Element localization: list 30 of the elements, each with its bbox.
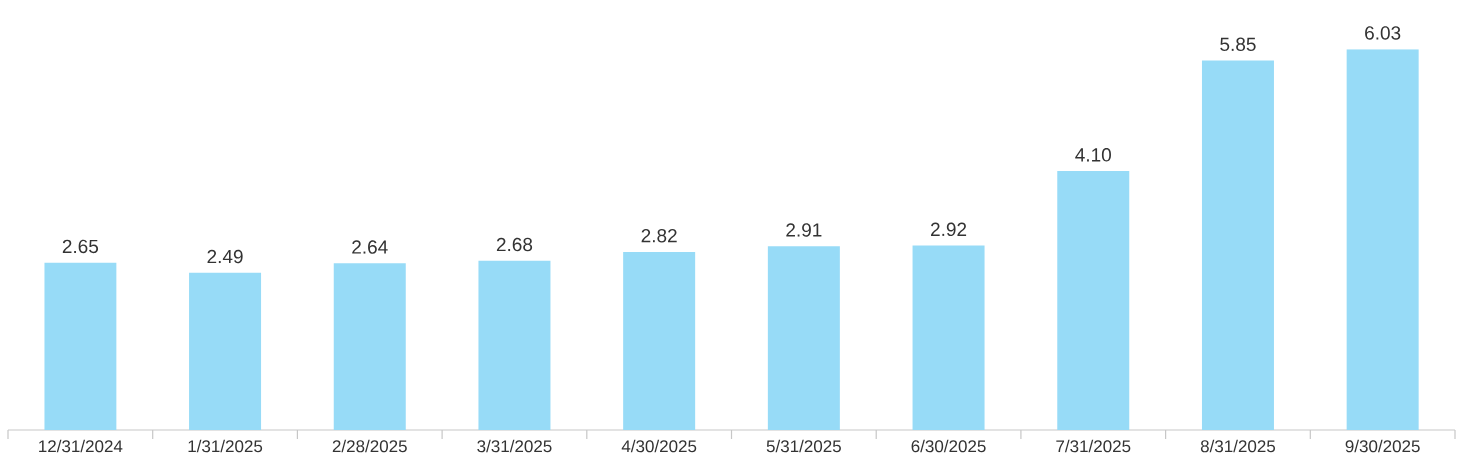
x-tick-label: 12/31/2024 <box>39 439 123 453</box>
bar <box>1201 60 1274 430</box>
x-tick-label: 1/31/2025 <box>188 439 263 453</box>
x-tick-label: 4/30/2025 <box>621 439 697 453</box>
x-tick-label: 8/31/2025 <box>1200 439 1276 453</box>
bar <box>1346 49 1419 430</box>
x-tick-label: 6/30/2025 <box>911 439 986 453</box>
x-tick-label: 9/30/2025 <box>1345 439 1420 453</box>
data-label: 2.49 <box>207 249 243 264</box>
data-label: 2.82 <box>641 228 677 243</box>
data-label: 2.65 <box>62 239 99 254</box>
bar <box>44 262 117 430</box>
x-tick-label: 5/31/2025 <box>766 439 841 453</box>
bar <box>1057 171 1130 430</box>
data-label: 2.91 <box>786 223 822 237</box>
data-label: 4.10 <box>1075 148 1111 162</box>
data-label: 2.64 <box>352 240 388 254</box>
data-label: 5.85 <box>1220 37 1256 52</box>
x-tick-label: 7/31/2025 <box>1056 439 1131 453</box>
x-tick-label: 2/28/2025 <box>332 439 407 453</box>
bar <box>478 260 551 430</box>
data-label: 6.03 <box>1365 26 1401 40</box>
x-tick-label: 3/31/2025 <box>477 439 552 453</box>
bar <box>189 272 262 430</box>
bar <box>767 246 840 430</box>
bar <box>333 263 406 430</box>
data-label: 2.68 <box>496 237 533 252</box>
data-label: 2.92 <box>931 222 967 237</box>
bar <box>912 245 985 430</box>
bar <box>623 251 696 430</box>
